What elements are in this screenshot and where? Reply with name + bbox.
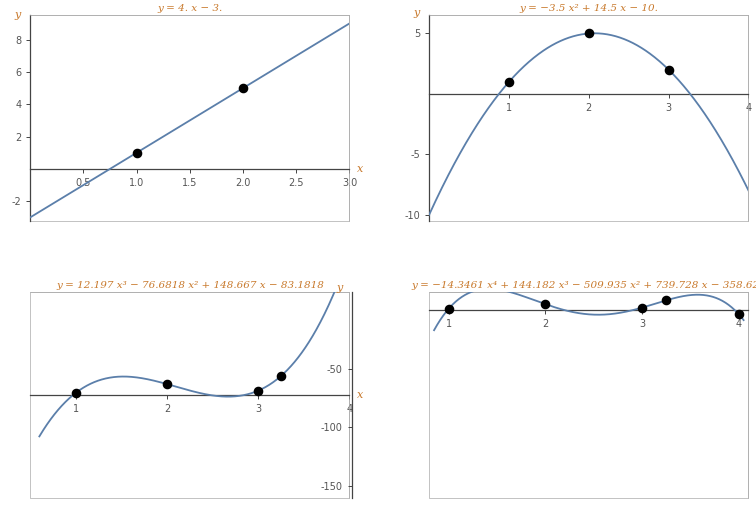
Text: y: y [14,10,20,20]
Point [662,66,674,74]
Title: y = −3.5 x² + 14.5 x − 10.: y = −3.5 x² + 14.5 x − 10. [519,4,658,13]
Title: y = 4. x − 3.: y = 4. x − 3. [157,4,222,13]
Point [237,84,249,92]
Text: x: x [358,164,364,174]
Point [660,296,672,304]
Point [70,389,82,397]
Point [442,305,454,313]
Point [161,380,173,388]
Point [275,372,287,380]
Text: y: y [336,283,342,293]
Point [636,304,648,312]
Point [733,310,745,319]
Title: y = −14.3461 x⁴ + 144.182 x³ − 509.935 x² + 739.728 x − 358.628: y = −14.3461 x⁴ + 144.182 x³ − 509.935 x… [411,281,756,290]
Point [539,300,551,308]
Point [253,386,265,394]
Point [131,149,143,157]
Point [583,29,595,37]
Text: x: x [358,390,364,400]
Text: y: y [414,8,420,18]
Point [503,77,515,86]
Title: y = 12.197 x³ − 76.6818 x² + 148.667 x − 83.1818: y = 12.197 x³ − 76.6818 x² + 148.667 x −… [56,281,324,290]
